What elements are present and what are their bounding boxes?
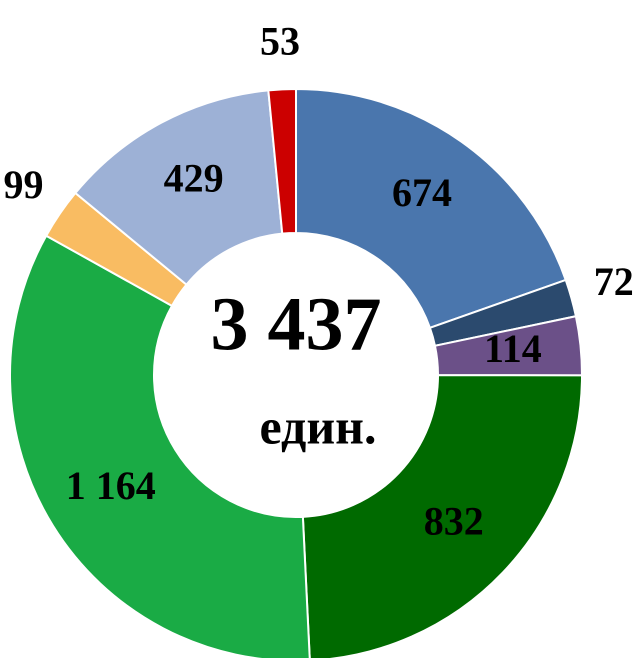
center-total: 3 437 (211, 282, 382, 366)
data-label: 53 (260, 19, 300, 64)
data-label: 72 (594, 259, 634, 304)
center-unit: един. (260, 398, 377, 454)
data-label: 99 (3, 162, 43, 207)
donut-slice (267, 87, 297, 235)
data-label: 429 (164, 156, 224, 201)
donut-slice (295, 87, 568, 330)
data-label: 114 (484, 326, 542, 371)
donut-slice (9, 234, 311, 658)
data-label: 674 (392, 170, 452, 215)
data-label: 832 (424, 499, 484, 544)
donut-slice (301, 374, 584, 658)
data-label: 1 164 (66, 463, 156, 508)
